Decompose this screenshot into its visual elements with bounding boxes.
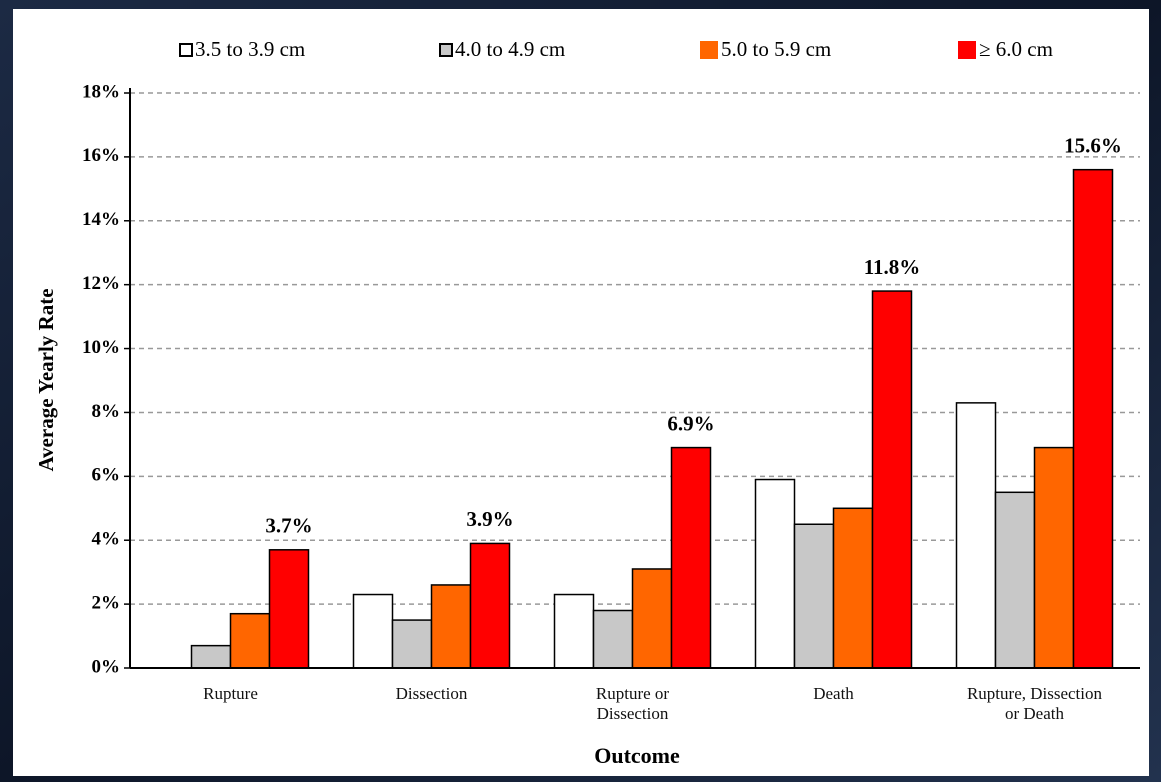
y-tick-label: 12% [82, 273, 120, 294]
bar [553, 593, 595, 669]
bar [592, 609, 634, 669]
value-label: 3.9% [466, 507, 513, 531]
value-label: 3.7% [265, 514, 312, 538]
y-tick-label: 4% [92, 529, 121, 550]
bar [754, 478, 796, 669]
y-tick-label: 8% [92, 401, 121, 422]
y-tick-label: 16% [82, 145, 120, 166]
y-tick-label: 2% [92, 592, 121, 613]
bar [832, 507, 874, 669]
x-axis-title: Outcome [594, 743, 680, 768]
bar [994, 491, 1036, 669]
bar [1072, 168, 1114, 669]
legend-marker [700, 41, 718, 59]
legend-label: 4.0 to 4.9 cm [455, 37, 565, 61]
value-label: 11.8% [864, 255, 921, 279]
bar [670, 446, 712, 669]
y-axis-title: Average Yearly Rate [34, 288, 58, 471]
bar [352, 593, 394, 669]
x-tick-label: Rupture [203, 684, 258, 703]
bar [793, 523, 835, 669]
bar [955, 402, 997, 669]
bar [631, 568, 673, 669]
x-tick-label: Rupture or Dissection [595, 684, 670, 723]
legend-marker [179, 43, 193, 57]
y-tick-label: 0% [92, 656, 121, 677]
bar [1033, 446, 1075, 669]
bar [229, 612, 271, 669]
bar [268, 549, 310, 669]
bar [871, 290, 913, 669]
x-tick-label: Dissection [395, 684, 468, 703]
x-tick-label: Rupture, Dissection or Death [966, 684, 1103, 723]
legend-marker [439, 43, 453, 57]
value-label: 15.6% [1064, 133, 1122, 157]
value-label: 6.9% [667, 411, 714, 435]
y-tick-label: 10% [82, 337, 120, 358]
bar [190, 644, 232, 669]
y-tick-label: 6% [92, 465, 121, 486]
legend-marker [958, 41, 976, 59]
legend-label: 5.0 to 5.9 cm [721, 37, 831, 61]
legend-label: ≥ 6.0 cm [979, 37, 1053, 61]
legend-label: 3.5 to 3.9 cm [195, 37, 305, 61]
x-tick-label: Death [813, 684, 854, 703]
y-tick-label: 18% [82, 81, 120, 102]
bar [469, 542, 511, 669]
bar [391, 619, 433, 669]
bar [430, 584, 472, 669]
y-tick-label: 14% [82, 209, 120, 230]
